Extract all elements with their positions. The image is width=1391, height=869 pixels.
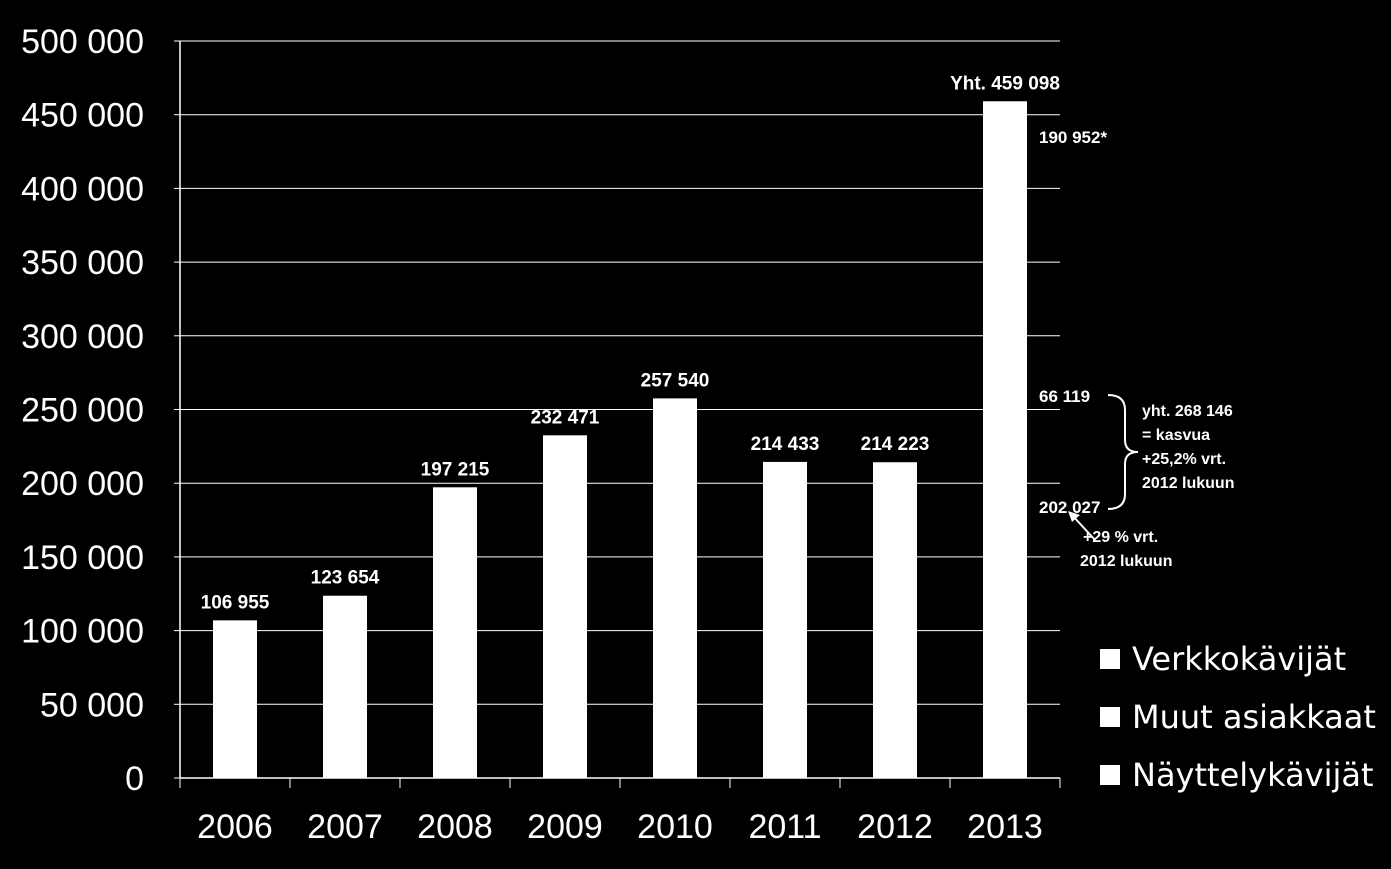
data-label: 232 471 (531, 407, 600, 428)
y-tick-label: 500 000 (21, 23, 144, 61)
legend-swatch (1100, 765, 1120, 785)
data-label: Yht. 459 098 (950, 73, 1060, 94)
brace-text: +25,2% vrt. (1142, 451, 1226, 468)
annotations: 190 952* 66 119 202 027 yht. 268 146 = kasvu… (1039, 128, 1234, 570)
bar (983, 101, 1027, 778)
x-axis: 2006 2007 2008 2009 2010 2011 2012 2013 (179, 777, 1061, 846)
arrow-head (1068, 511, 1080, 522)
arrow-text: 2012 lukuun (1080, 553, 1172, 570)
x-tick-label: 2012 (857, 808, 933, 846)
y-tick-label: 150 000 (21, 539, 144, 577)
x-tick-label: 2009 (527, 808, 603, 846)
bar (433, 487, 477, 778)
legend-label: Verkkokävijät (1132, 640, 1347, 678)
data-label: 257 540 (641, 370, 710, 391)
annotation-segment-mid: 66 119 (1039, 387, 1090, 406)
legend: Verkkokävijät Muut asiakkaat Näyttelykäv… (1100, 630, 1376, 804)
arrow-line (1071, 514, 1096, 541)
bar (213, 620, 257, 778)
legend-item-verkkokavijat: Verkkokävijät (1100, 630, 1376, 688)
y-tick-label: 350 000 (21, 244, 144, 282)
data-label: 197 215 (421, 459, 490, 480)
brace (1107, 394, 1139, 510)
annotation-segment-low: 202 027 (1039, 498, 1100, 517)
legend-item-nayttelykavijat: Näyttelykävijät (1100, 746, 1376, 804)
data-label: 106 955 (201, 592, 270, 613)
arrow-text: +29 % vrt. (1083, 529, 1158, 546)
legend-swatch (1100, 649, 1120, 669)
bar (323, 595, 367, 778)
data-label: 214 433 (751, 434, 820, 455)
x-tick-label: 2006 (197, 808, 273, 846)
y-tick-label: 250 000 (21, 392, 144, 430)
y-tick-label: 50 000 (40, 686, 144, 724)
x-tick-label: 2007 (307, 808, 383, 846)
bars (213, 101, 1027, 778)
y-tick-label: 450 000 (21, 97, 144, 135)
brace-text: 2012 lukuun (1142, 475, 1234, 492)
bar (873, 462, 917, 778)
legend-swatch (1100, 707, 1120, 727)
data-label: 214 223 (861, 434, 930, 455)
x-tick-label: 2008 (417, 808, 493, 846)
brace-text: = kasvua (1142, 427, 1210, 444)
y-tick-label: 0 (125, 760, 144, 798)
annotation-segment-top: 190 952* (1039, 128, 1107, 147)
bar (763, 461, 807, 778)
x-tick-label: 2010 (637, 808, 713, 846)
y-tick-label: 400 000 (21, 170, 144, 208)
legend-item-muut-asiakkaat: Muut asiakkaat (1100, 688, 1376, 746)
gridlines (180, 40, 1060, 705)
brace-text: yht. 268 146 (1142, 403, 1233, 420)
bar (543, 435, 587, 778)
legend-label: Näyttelykävijät (1132, 756, 1374, 794)
y-axis: 0 50 000 100 000 150 000 200 000 250 000 300 0… (21, 23, 181, 798)
y-tick-label: 300 000 (21, 318, 144, 356)
y-tick-label: 100 000 (21, 613, 144, 651)
x-tick-label: 2013 (967, 808, 1043, 846)
legend-label: Muut asiakkaat (1132, 698, 1376, 736)
bar (653, 398, 697, 778)
data-labels: 106 955 123 654 197 215 232 471 257 540 214 4… (201, 73, 1060, 613)
y-tick-label: 200 000 (21, 465, 144, 503)
data-label: 123 654 (311, 568, 380, 589)
x-tick-label: 2011 (748, 808, 821, 846)
